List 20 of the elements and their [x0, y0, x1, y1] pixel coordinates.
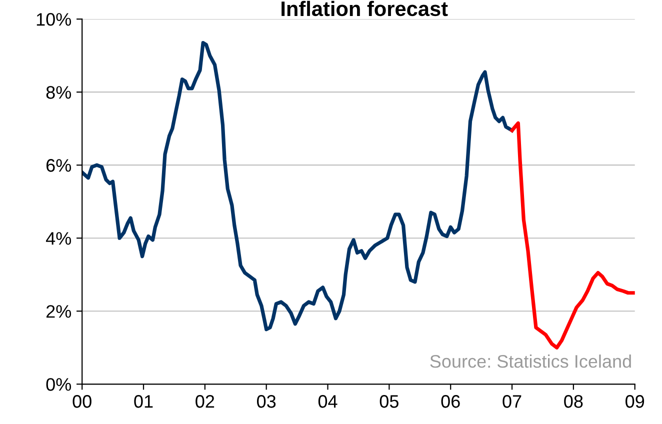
x-tick-label: 09	[626, 395, 644, 408]
y-tick-label: 10%	[36, 13, 72, 26]
y-tick-label: 8%	[46, 86, 72, 99]
x-tick-label: 05	[380, 395, 398, 408]
x-tick-label: 01	[134, 395, 153, 408]
x-tick-label: 03	[257, 395, 276, 408]
chart-title: Inflation forecast	[282, 0, 448, 16]
annotation: Source: Statistics Iceland	[430, 354, 631, 368]
y-tick-label: 4%	[46, 232, 72, 245]
y-tick-label: 2%	[46, 305, 72, 318]
y-tick-label: 6%	[46, 159, 72, 172]
x-tick-label: 00	[72, 395, 92, 408]
x-tick-label: 02	[196, 395, 214, 408]
x-tick-label: 04	[318, 395, 338, 408]
line-series	[82, 41, 514, 332]
x-tick-label: 08	[564, 395, 583, 408]
line-series	[510, 121, 635, 350]
x-tick-label: 07	[502, 395, 522, 408]
x-tick-label: 06	[441, 395, 460, 408]
y-tick-label: 0%	[46, 378, 72, 391]
